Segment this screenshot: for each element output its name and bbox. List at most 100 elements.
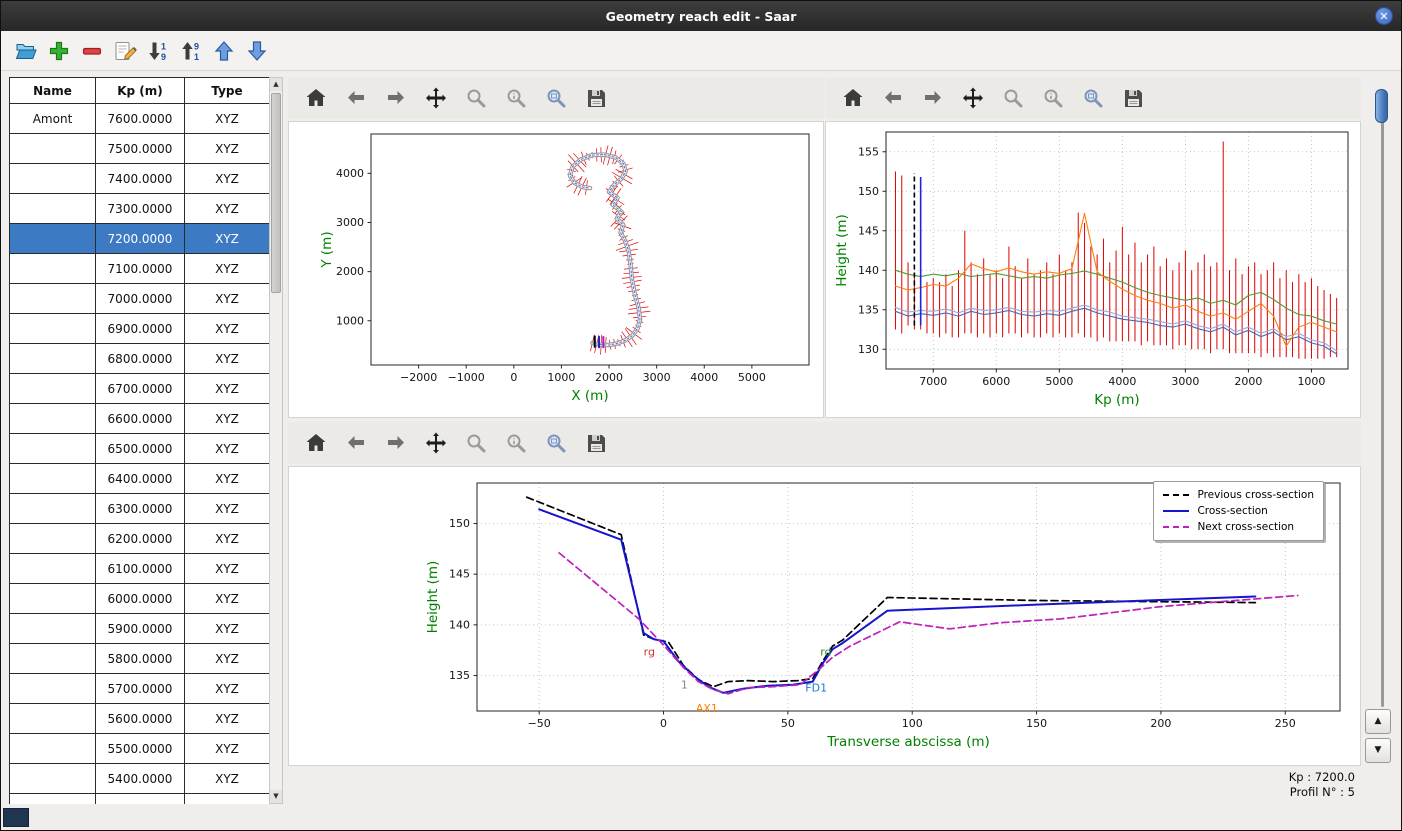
table-cell[interactable]: 6600.0000 [95,403,185,434]
zoom-alt-icon[interactable] [502,429,530,457]
back-icon[interactable] [342,429,370,457]
table-cell[interactable]: XYZ [184,223,270,254]
table-cell[interactable]: XYZ [184,763,270,794]
pan-icon[interactable] [422,429,450,457]
home-icon[interactable] [302,429,330,457]
save-icon[interactable] [582,84,610,112]
plan-view-figure[interactable]: −2000 −1000 0 1000 2000 3000 4000 5000 1000 2000 3… [288,121,824,418]
table-cell[interactable] [9,793,96,804]
table-cell[interactable]: 7300.0000 [95,193,185,224]
table-row[interactable]: 7500.0000 XYZ [9,133,270,164]
table-cell[interactable]: XYZ [184,583,270,614]
table-row[interactable]: 6400.0000 XYZ [9,463,270,494]
table-row[interactable]: 6800.0000 XYZ [9,343,270,374]
open-icon[interactable] [13,38,39,64]
vertical-slider-track[interactable] [1381,97,1384,707]
save-icon[interactable] [582,429,610,457]
table-cell[interactable] [9,583,96,614]
pan-icon[interactable] [422,84,450,112]
table-row[interactable]: 7000.0000 XYZ [9,283,270,314]
table-cell[interactable]: XYZ [184,313,270,344]
table-row[interactable]: 6700.0000 XYZ [9,373,270,404]
table-row[interactable]: 5700.0000 XYZ [9,673,270,704]
table-cell[interactable]: XYZ [184,163,270,194]
back-icon[interactable] [342,84,370,112]
table-cell[interactable]: 6200.0000 [95,523,185,554]
table-row[interactable]: 6900.0000 XYZ [9,313,270,344]
table-cell[interactable] [9,493,96,524]
remove-icon[interactable] [79,38,105,64]
table-cell[interactable]: 5400.0000 [95,763,185,794]
forward-icon[interactable] [382,429,410,457]
edit-icon[interactable] [112,38,138,64]
zoom-alt-icon[interactable] [502,84,530,112]
home-icon[interactable] [302,84,330,112]
table-row[interactable]: 7200.0000 XYZ [9,223,270,254]
profile-up-icon[interactable]: ▲ [1365,709,1391,734]
save-icon[interactable] [1119,84,1147,112]
plan-view-canvas[interactable]: −2000 −1000 0 1000 2000 3000 4000 5000 1000 2000 3… [289,122,824,418]
table-cell[interactable] [9,643,96,674]
table-cell[interactable]: XYZ [184,463,270,494]
move-down-icon[interactable] [244,38,270,64]
table-cell[interactable]: XYZ [184,553,270,584]
table-cell[interactable]: XYZ [184,193,270,224]
zoom-icon[interactable] [999,84,1027,112]
table-cell[interactable] [9,553,96,584]
table-cell[interactable] [9,703,96,734]
table-cell[interactable]: 6500.0000 [95,433,185,464]
table-cell[interactable]: 5800.0000 [95,643,185,674]
table-cell[interactable]: 6400.0000 [95,463,185,494]
table-cell[interactable]: 7200.0000 [95,223,185,254]
scroll-down-icon[interactable]: ▼ [270,790,282,803]
table-row[interactable]: Amont 7600.0000 XYZ [9,103,270,134]
table-cell[interactable] [9,433,96,464]
table-cell[interactable] [9,373,96,404]
table-row[interactable]: 5600.0000 XYZ [9,703,270,734]
table-cell[interactable]: XYZ [184,373,270,404]
column-header-name[interactable]: Name [9,77,96,104]
table-cell[interactable] [9,463,96,494]
table-row[interactable]: 7300.0000 XYZ [9,193,270,224]
table-cell[interactable] [9,763,96,794]
table-row[interactable]: 5500.0000 XYZ [9,733,270,764]
zoom-alt-icon[interactable] [1039,84,1067,112]
table-cell[interactable] [9,613,96,644]
vertical-slider-handle[interactable] [1375,89,1388,123]
table-cell[interactable]: XYZ [184,343,270,374]
close-window-button[interactable]: ✕ [1375,7,1393,25]
home-icon[interactable] [839,84,867,112]
forward-icon[interactable] [382,84,410,112]
table-cell[interactable]: 7100.0000 [95,253,185,284]
move-up-icon[interactable] [211,38,237,64]
table-cell[interactable]: 7500.0000 [95,133,185,164]
table-cell[interactable]: XYZ [184,253,270,284]
table-cell[interactable]: 5700.0000 [95,673,185,704]
back-icon[interactable] [879,84,907,112]
table-cell[interactable]: 5500.0000 [95,733,185,764]
forward-icon[interactable] [919,84,947,112]
table-cell[interactable]: XYZ [184,703,270,734]
table-cell[interactable] [9,343,96,374]
table-cell[interactable]: XYZ [184,733,270,764]
legend[interactable]: Previous cross-section Cross-section Nex… [1153,481,1324,541]
table-row[interactable]: 6500.0000 XYZ [9,433,270,464]
table-row[interactable]: 6100.0000 XYZ [9,553,270,584]
table-cell[interactable]: 6800.0000 [95,343,185,374]
table-row[interactable]: 6200.0000 XYZ [9,523,270,554]
table-cell[interactable] [9,163,96,194]
table-cell[interactable] [9,313,96,344]
longitudinal-profile-canvas[interactable]: 7000 6000 5000 4000 3000 2000 1000 130 135 140 145… [826,122,1361,418]
column-header-kp[interactable]: Kp (m) [95,77,185,104]
table-cell[interactable]: 7400.0000 [95,163,185,194]
column-header-type[interactable]: Type [184,77,270,104]
table-cell[interactable]: XYZ [184,673,270,704]
table-cell[interactable]: XYZ [184,103,270,134]
table-row[interactable]: 5900.0000 XYZ [9,613,270,644]
table-cell[interactable]: 7000.0000 [95,283,185,314]
table-cell[interactable] [9,733,96,764]
table-row[interactable]: 5400.0000 XYZ [9,763,270,794]
zoom-icon[interactable] [462,429,490,457]
